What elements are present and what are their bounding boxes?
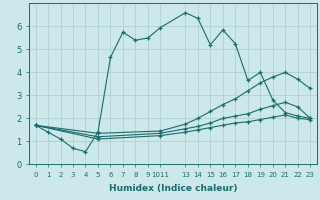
X-axis label: Humidex (Indice chaleur): Humidex (Indice chaleur)	[109, 184, 237, 193]
